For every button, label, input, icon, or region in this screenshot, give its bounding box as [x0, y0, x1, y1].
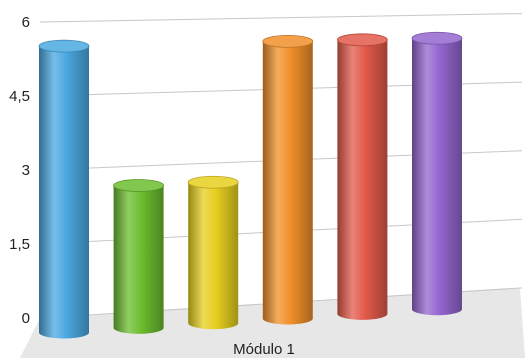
y-tick-label: 1,5	[9, 236, 30, 253]
gridline	[39, 13, 523, 23]
x-axis-labels: Módulo 1	[233, 341, 295, 358]
bars	[38, 31, 463, 339]
bar	[187, 175, 239, 330]
y-tick-label: 0	[22, 310, 30, 327]
y-tick-label: 3	[22, 162, 30, 179]
bar	[411, 31, 463, 316]
bar	[113, 179, 165, 334]
bar	[336, 33, 388, 320]
y-axis-ticks: 0 1,5 3 4,5 6	[9, 14, 30, 327]
bar	[38, 39, 90, 339]
y-tick-label: 4,5	[9, 88, 30, 105]
x-category-label: Módulo 1	[233, 341, 295, 358]
bar	[262, 35, 314, 325]
y-tick-label: 6	[22, 14, 30, 31]
